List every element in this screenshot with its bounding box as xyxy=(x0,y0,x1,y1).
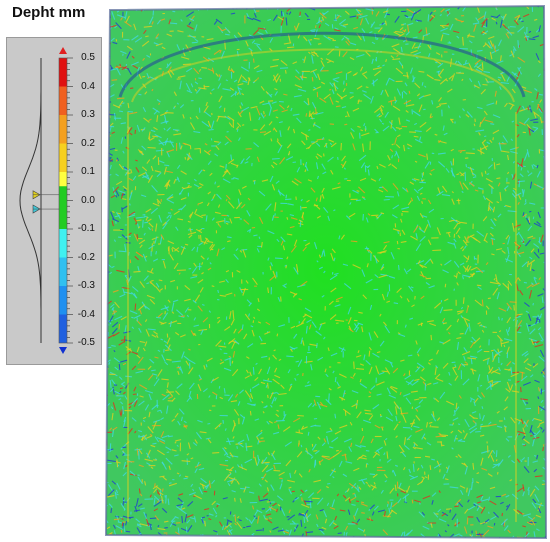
legend-tick-label: 0.2 xyxy=(81,137,95,149)
depth-deviation-map xyxy=(104,2,548,539)
legend-segment xyxy=(59,115,67,144)
legend-segment xyxy=(59,86,67,115)
legend-graphic xyxy=(19,47,73,354)
legend-segment xyxy=(59,314,67,343)
legend-tick-label: 0.1 xyxy=(81,166,95,177)
legend-segment xyxy=(59,58,67,87)
legend-segment xyxy=(59,286,67,315)
legend-tick-label: 0.4 xyxy=(81,80,95,92)
scan-surface xyxy=(104,4,548,539)
legend-tick-label: 0.3 xyxy=(81,109,95,120)
legend-segment xyxy=(59,229,67,258)
legend-tick-label: -0.2 xyxy=(77,251,95,263)
legend-tick-label: 0.5 xyxy=(81,52,95,63)
legend-tick-label: 0.0 xyxy=(81,194,95,206)
up-arrow-icon xyxy=(59,47,67,54)
legend-tick-label: -0.4 xyxy=(77,308,95,320)
legend-title: Depht mm xyxy=(12,4,86,21)
distribution-curve xyxy=(19,58,42,343)
legend-segment xyxy=(59,257,67,286)
legend-tick-label: -0.1 xyxy=(77,223,95,234)
legend-zero-band xyxy=(59,186,67,215)
legend-segment xyxy=(59,143,67,172)
legend-tick-label: -0.3 xyxy=(77,280,95,291)
depth-color-legend: 0.5 0.4 0.3 0.2 0.1 0.0 -0.1 -0.2 -0.3 -0.4 -0.5 xyxy=(6,37,102,365)
legend-tick-label: -0.5 xyxy=(77,337,95,348)
down-arrow-icon xyxy=(59,347,67,354)
